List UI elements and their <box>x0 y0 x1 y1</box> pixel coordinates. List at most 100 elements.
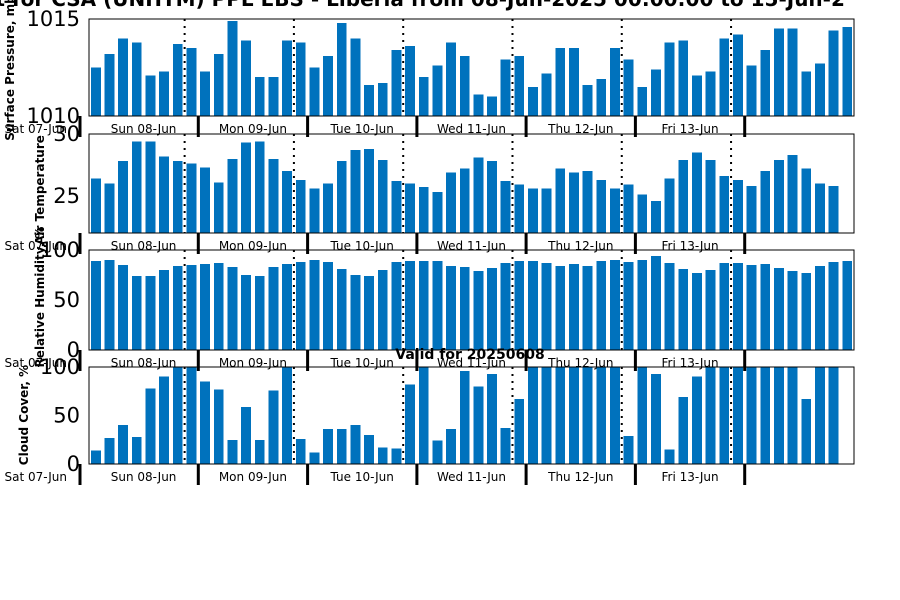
data-bar <box>610 188 620 233</box>
data-bar <box>282 171 292 234</box>
data-bar <box>596 261 607 350</box>
data-bar <box>350 38 361 116</box>
data-bar <box>418 261 429 350</box>
data-bar <box>732 179 743 233</box>
data-bar <box>760 264 771 350</box>
data-bar <box>514 261 525 350</box>
data-bar <box>282 367 292 464</box>
data-bar <box>473 157 484 233</box>
data-bar <box>664 42 675 116</box>
y-tick-label: 100 <box>40 355 80 379</box>
data-bar <box>610 260 620 350</box>
data-bar <box>336 161 347 233</box>
x-tick-label: Sat 07-Jun <box>4 356 67 370</box>
data-bar <box>200 381 211 464</box>
data-bar <box>473 271 484 350</box>
data-bar <box>90 178 101 233</box>
data-bar <box>200 264 211 350</box>
data-bar <box>282 264 292 350</box>
data-bar <box>787 271 798 350</box>
data-bar <box>691 75 702 116</box>
data-bar <box>500 181 511 233</box>
data-bar <box>773 159 784 233</box>
data-bar <box>213 53 224 116</box>
data-bar <box>282 40 292 117</box>
x-tick-label: Sat 07-Jun <box>4 470 67 484</box>
x-tick-label: Sat 07-Jun <box>4 239 67 253</box>
data-bar <box>773 28 784 117</box>
data-bar <box>391 448 402 464</box>
data-bar <box>801 273 812 350</box>
data-bar <box>295 179 306 233</box>
data-bar <box>582 84 593 116</box>
x-tick-label: Sun 08-Jun <box>111 356 177 370</box>
x-tick-label: Fri 13-Jun <box>662 470 719 484</box>
data-bar <box>459 55 470 116</box>
data-bar <box>814 266 825 350</box>
data-bar <box>268 390 279 464</box>
data-bar <box>541 73 552 116</box>
data-bar <box>678 159 689 233</box>
data-bar <box>405 46 415 116</box>
data-bar <box>514 184 525 233</box>
data-bar <box>746 367 757 464</box>
data-bar <box>364 148 374 233</box>
data-bar <box>336 22 347 117</box>
data-bar <box>500 428 511 464</box>
data-bar <box>555 48 566 116</box>
data-bar <box>118 265 129 350</box>
data-bar <box>705 159 716 233</box>
data-bar <box>637 86 648 116</box>
data-bar <box>514 399 525 464</box>
data-bar <box>664 449 675 464</box>
x-tick-label: Wed 11-Jun <box>437 239 506 253</box>
data-bar <box>254 141 265 233</box>
data-bar <box>405 261 415 350</box>
data-bar <box>418 77 429 116</box>
data-bar <box>719 367 730 464</box>
data-bar <box>90 67 101 116</box>
data-bar <box>118 38 129 116</box>
data-bar <box>623 184 634 233</box>
data-bar <box>241 142 252 233</box>
data-bar <box>418 187 429 233</box>
data-bar <box>446 429 456 464</box>
data-bar <box>746 185 757 233</box>
data-bar <box>104 53 115 116</box>
data-bar <box>446 266 456 350</box>
data-bar <box>801 399 812 464</box>
data-bar <box>377 83 388 116</box>
data-bar <box>186 48 197 116</box>
data-bar <box>473 386 484 464</box>
data-bar <box>432 261 443 350</box>
data-bar <box>391 262 402 350</box>
data-bar <box>391 50 402 116</box>
data-bar <box>323 262 333 350</box>
data-bar <box>719 176 730 233</box>
data-bar <box>377 270 388 350</box>
data-bar <box>131 141 142 233</box>
data-bar <box>350 425 361 464</box>
data-bar <box>391 181 402 233</box>
data-bar <box>213 182 224 233</box>
data-bar <box>200 71 211 116</box>
data-bar <box>705 71 716 116</box>
data-bar <box>719 263 730 350</box>
data-bar <box>664 263 675 350</box>
data-bar <box>241 40 252 117</box>
data-bar <box>500 59 511 116</box>
x-tick-label: Tue 10-Jun <box>330 239 394 253</box>
x-tick-label: Mon 09-Jun <box>219 470 287 484</box>
x-tick-label: Tue 10-Jun <box>330 470 394 484</box>
data-bar <box>746 65 757 116</box>
data-bar <box>814 63 825 116</box>
y-tick-label: 1015 <box>27 7 80 31</box>
x-tick-label: Fri 13-Jun <box>662 122 719 136</box>
y-axis-label: Air Temperature <box>33 135 47 245</box>
data-bar <box>773 268 784 350</box>
data-bar <box>295 42 306 116</box>
data-bar <box>309 188 320 233</box>
data-bar <box>159 156 170 233</box>
